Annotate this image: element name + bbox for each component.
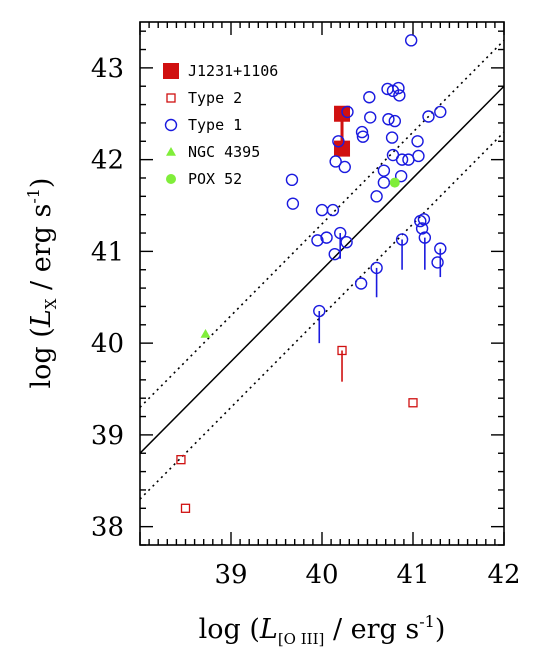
data-point [422, 110, 435, 123]
data-point [395, 153, 409, 166]
legend-marker [164, 118, 178, 132]
data-point [313, 304, 326, 318]
tick-labels: 39 40 41 42 38 39 40 41 42 43 [91, 54, 521, 590]
legend-marker [166, 147, 176, 156]
data-point [337, 345, 347, 356]
legend-marker [166, 93, 176, 103]
y-axis-title: log (LX / erg s-1) [24, 178, 60, 389]
data-point [200, 328, 211, 338]
legend-label: NGC 4395 [188, 143, 260, 161]
data-point [388, 114, 401, 128]
data-point [385, 131, 399, 144]
y-tick-label: 39 [91, 421, 124, 451]
data-point [338, 160, 351, 174]
x-axis-title-unit: / erg s [324, 614, 419, 645]
legend-label: J1231+1106 [188, 62, 278, 80]
x-axis-title-exponent: -1 [419, 612, 435, 631]
solid-relation-line [140, 85, 504, 454]
data-point [393, 89, 406, 102]
axis-ticks [139, 22, 505, 546]
data-point [404, 34, 418, 47]
data-point [355, 125, 369, 139]
data-point [363, 91, 376, 104]
data-point [286, 197, 300, 210]
data-point [415, 222, 429, 235]
y-axis-title-exponent: -1 [24, 188, 43, 204]
x-axis-title: log (L[O III] / erg s-1) [199, 612, 446, 648]
data-point [334, 140, 351, 157]
data-point [418, 231, 432, 244]
data-point [285, 173, 299, 187]
legend: J1231+1106 Type 2 Type 1 NGC 4395 POX 52 [163, 62, 278, 188]
y-tick-label: 42 [91, 146, 124, 176]
data-point [332, 135, 345, 148]
x-axis-title-subscript: [O III] [278, 630, 325, 648]
y-tick-label: 40 [91, 329, 124, 359]
data-point [395, 233, 409, 246]
data-point [334, 226, 347, 240]
data-point [431, 256, 444, 269]
y-axis-title-unit: / erg s [26, 204, 57, 299]
data-point [382, 113, 395, 126]
data-point [329, 155, 342, 168]
x-tick-label: 39 [214, 560, 247, 590]
legend-label: POX 52 [188, 170, 242, 188]
data-point [320, 231, 333, 244]
y-axis-title-end: ) [26, 178, 57, 189]
data-point [377, 164, 391, 177]
data-point [180, 503, 191, 513]
x-axis-title-symbol: L [259, 614, 278, 645]
data-point [377, 176, 391, 189]
data-point [412, 149, 425, 163]
data-point [408, 398, 418, 408]
data-point [176, 455, 186, 465]
y-axis-title-symbol: L [26, 309, 57, 328]
legend-marker [166, 174, 176, 184]
data-point [326, 203, 340, 217]
y-axis-title-subscript: X [42, 298, 60, 309]
data-point [354, 277, 368, 290]
data-point [311, 234, 324, 247]
x-tick-label: 42 [487, 560, 520, 590]
data-point [434, 242, 447, 255]
data-point [341, 105, 354, 119]
legend-label: Type 1 [188, 116, 242, 134]
x-axis-title-end: ) [435, 614, 446, 645]
data-point [315, 203, 329, 217]
data-point [434, 105, 447, 119]
dotted-scatter-line [140, 39, 504, 408]
x-axis-title-open: log ( [199, 614, 260, 645]
x-tick-label: 40 [305, 560, 338, 590]
legend-marker [163, 63, 179, 79]
data-point [370, 190, 383, 203]
data-point [417, 213, 431, 226]
data-point [370, 261, 383, 275]
x-tick-label: 41 [396, 560, 429, 590]
data-point [340, 236, 353, 249]
y-tick-label: 43 [91, 54, 124, 84]
y-axis-title-open: log ( [26, 327, 57, 388]
data-point [411, 135, 424, 148]
reference-lines [140, 39, 504, 500]
y-tick-label: 38 [91, 513, 124, 543]
data-point [389, 177, 400, 188]
y-tick-label: 41 [91, 237, 124, 267]
data-point [328, 247, 341, 261]
data-point [356, 130, 370, 143]
data-point [394, 169, 408, 183]
legend-label: Type 2 [188, 89, 242, 107]
data-point [364, 111, 377, 124]
data-points [176, 34, 447, 513]
data-point [392, 81, 405, 95]
